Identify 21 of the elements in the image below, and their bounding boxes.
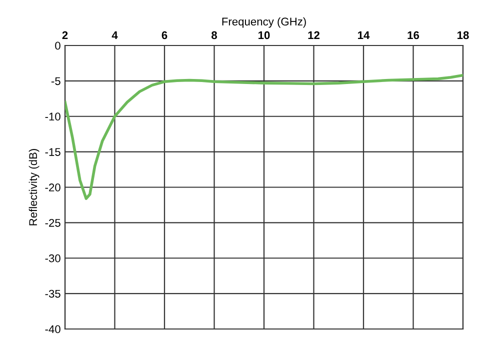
line-series (65, 74, 463, 200)
y-tick-label: -30 (45, 254, 60, 262)
y-tick-label: -40 (45, 325, 60, 334)
y-tick-label: -10 (45, 112, 60, 121)
y-tick-label: -35 (45, 290, 60, 298)
x-tick-label: 2 (62, 31, 68, 40)
x-axis-title: Frequency (GHz) (222, 17, 306, 28)
x-tick-label: 4 (112, 31, 118, 40)
y-tick-label: -5 (51, 77, 60, 86)
x-tick-label: 6 (162, 31, 168, 40)
y-tick-label: -25 (45, 218, 60, 227)
y-tick-label: -15 (45, 148, 60, 156)
x-tick-label: 14 (358, 31, 370, 40)
y-tick-label: 0 (55, 42, 60, 50)
x-tick-label: 10 (258, 31, 270, 40)
x-tick-label: 12 (308, 31, 320, 40)
y-tick-label: -20 (45, 184, 60, 192)
y-axis-title: Reflectivity (dB) (28, 149, 40, 226)
x-tick-label: 18 (458, 31, 469, 40)
x-tick-label: 8 (212, 31, 217, 40)
x-tick-label: 16 (408, 31, 420, 40)
